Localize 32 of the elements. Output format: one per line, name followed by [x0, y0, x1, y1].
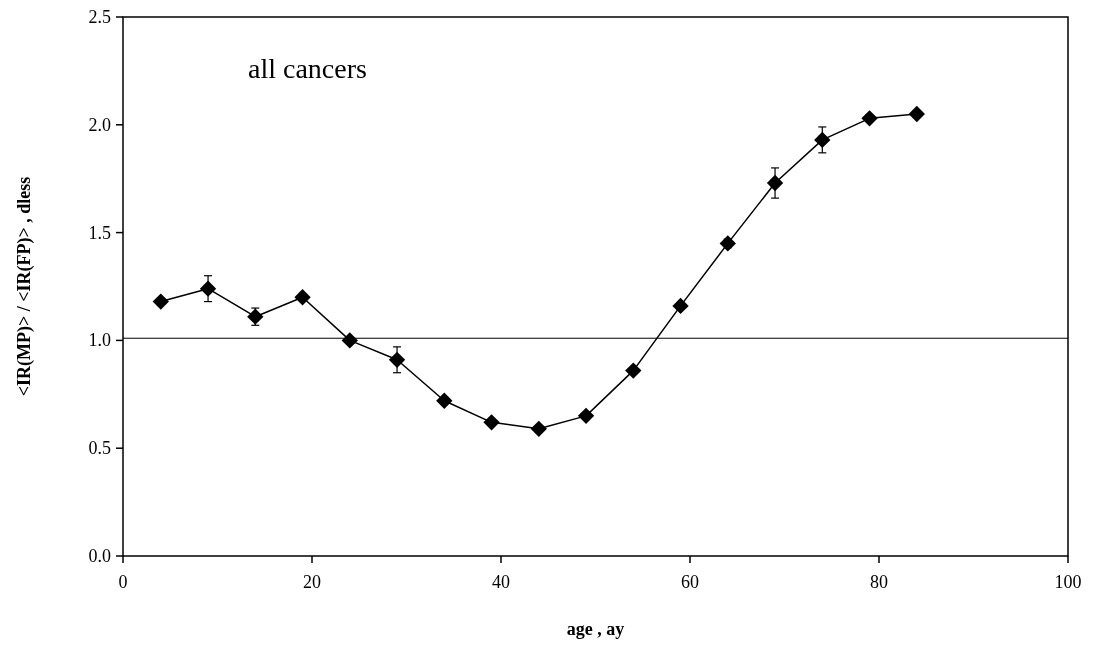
point	[294, 289, 311, 306]
y-tick-label: 0.5	[88, 438, 111, 459]
point	[672, 297, 689, 315]
y-tick-label: 2.5	[88, 7, 111, 27]
point	[814, 131, 831, 149]
x-tick-label: 80	[870, 572, 888, 592]
point	[483, 414, 500, 431]
x-tick-label: 40	[492, 572, 510, 592]
point	[247, 308, 264, 325]
point	[766, 174, 784, 192]
point	[861, 110, 878, 127]
x-tick-label: 100	[1054, 572, 1082, 592]
point	[388, 351, 406, 368]
point	[908, 105, 925, 123]
point	[625, 362, 642, 379]
point	[152, 293, 169, 310]
point	[341, 332, 358, 349]
x-axis-title: age , ay	[566, 619, 625, 639]
x-tick-label: 0	[118, 572, 128, 592]
y-axis-title: <IR(MP)> / <IR(FP)> , dless	[14, 176, 35, 397]
annotation: all cancers	[248, 53, 367, 84]
x-tick-label: 60	[681, 572, 699, 592]
y-tick-label: 1.5	[88, 222, 111, 243]
point	[530, 420, 547, 437]
y-tick-label: 1.0	[88, 330, 111, 351]
point	[199, 280, 217, 297]
point	[436, 392, 453, 409]
y-tick-label: 0.0	[88, 546, 111, 566]
x-tick-label: 20	[303, 572, 321, 592]
y-tick-label: 2.0	[88, 114, 111, 135]
point	[577, 407, 595, 425]
point	[719, 235, 736, 252]
